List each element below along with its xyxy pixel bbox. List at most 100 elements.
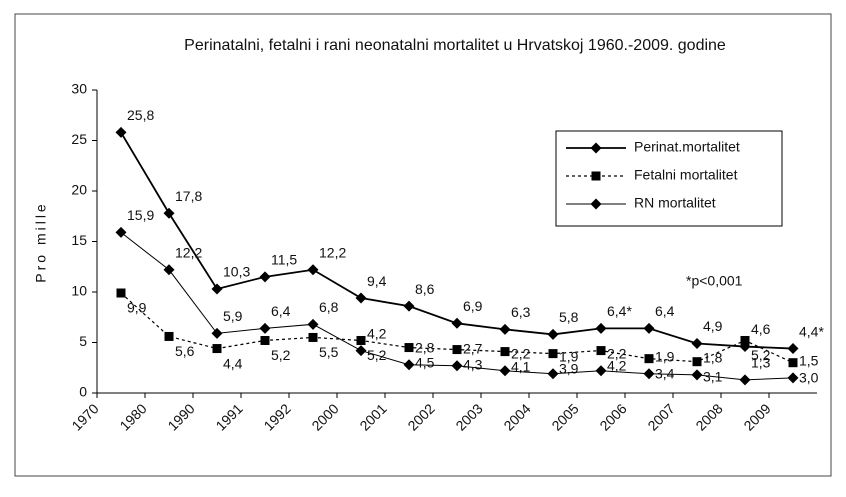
marker (740, 335, 750, 345)
x-tick-label: 2000 (308, 400, 341, 433)
data-label: 15,9 (127, 207, 154, 223)
data-label: 8,6 (415, 281, 435, 297)
data-label: 6,4* (607, 303, 632, 319)
data-label: 5,6 (175, 343, 195, 359)
y-tick-label: 0 (79, 384, 87, 400)
data-label: 3,0 (799, 369, 819, 385)
marker (643, 368, 655, 380)
x-tick-label: 1991 (212, 400, 245, 433)
data-label: 1,8 (703, 350, 723, 366)
marker (643, 322, 655, 334)
data-label: 6,4 (655, 303, 675, 319)
legend-label: RN mortalitet (634, 195, 716, 211)
marker (116, 288, 126, 298)
marker (355, 345, 367, 357)
data-label: 11,5 (271, 252, 297, 268)
x-tick-label: 2002 (404, 400, 437, 433)
y-tick-label: 20 (71, 182, 87, 198)
data-label: 9,4 (367, 273, 387, 289)
marker (787, 343, 799, 355)
marker (548, 349, 558, 359)
marker (164, 331, 174, 341)
data-label: 4,3 (463, 356, 483, 372)
data-label: 6,4 (271, 303, 291, 319)
data-label: 4,9 (703, 318, 723, 334)
x-tick-label: 2008 (692, 400, 725, 433)
marker (115, 126, 127, 138)
marker (404, 343, 414, 353)
x-tick-label: 1980 (116, 400, 149, 433)
marker (403, 359, 415, 371)
marker (260, 335, 270, 345)
y-tick-label: 30 (71, 81, 87, 97)
x-tick-label: 1992 (260, 400, 293, 433)
marker (308, 332, 318, 342)
marker (452, 345, 462, 355)
x-tick-label: 1970 (68, 400, 101, 433)
data-label: 4,2 (607, 357, 627, 373)
data-label: 10,3 (223, 264, 250, 280)
marker (211, 283, 223, 295)
data-label: 5,2 (271, 347, 291, 363)
data-label: 4,5 (415, 354, 435, 370)
data-label: 4,4 (223, 355, 243, 371)
data-label: 1,9 (559, 349, 579, 365)
marker (163, 264, 175, 276)
marker (307, 264, 319, 276)
data-label: 1,9 (655, 349, 675, 365)
data-label: 6,3 (511, 304, 531, 320)
marker (259, 322, 271, 334)
data-label: 4,2 (367, 325, 387, 341)
data-label: 3,4 (655, 365, 675, 381)
data-label: 5,8 (559, 309, 579, 325)
data-label: 2,7 (463, 340, 483, 356)
marker (259, 271, 271, 283)
marker (356, 335, 366, 345)
marker (691, 338, 703, 350)
marker (547, 328, 559, 340)
data-label: 12,2 (175, 244, 202, 260)
x-tick-label: 2009 (740, 400, 773, 433)
y-tick-label: 5 (79, 333, 87, 349)
chart-title: Perinatalni, fetalni i rani neonatalni m… (184, 37, 726, 54)
x-tick-label: 2007 (644, 400, 677, 433)
marker (451, 360, 463, 372)
marker (692, 357, 702, 367)
annotation: *p<0,001 (686, 273, 743, 289)
data-label: 5,9 (223, 308, 243, 324)
data-label: 2,8 (415, 339, 435, 355)
y-tick-label: 15 (71, 232, 87, 248)
series-line (120, 232, 794, 381)
data-label: 4,1 (511, 358, 531, 374)
y-axis-label: Pro mille (33, 201, 49, 282)
data-label: 6,9 (463, 298, 483, 314)
x-tick-label: 2001 (356, 400, 389, 433)
marker (355, 292, 367, 304)
marker (403, 300, 415, 312)
chart-frame (14, 13, 832, 477)
marker (691, 369, 703, 381)
data-label: 25,8 (127, 107, 154, 123)
marker (596, 346, 606, 356)
x-tick-label: 1990 (164, 400, 197, 433)
data-label: 17,8 (175, 188, 202, 204)
data-label: 2,2 (511, 345, 531, 361)
marker (163, 207, 175, 219)
data-label: 9,9 (127, 300, 147, 316)
data-label: 1,5 (799, 353, 819, 369)
data-label: 4,6 (751, 321, 771, 337)
x-tick-label: 2006 (596, 400, 629, 433)
data-label: 5,2 (751, 347, 771, 363)
data-label: 5,5 (319, 344, 339, 360)
data-label: 2,2 (607, 345, 627, 361)
marker (499, 365, 511, 377)
x-tick-label: 2005 (548, 400, 581, 433)
legend-label: Perinat.mortalitet (634, 139, 740, 155)
data-label: 6,8 (319, 299, 339, 315)
marker (595, 322, 607, 334)
marker (547, 368, 559, 380)
x-tick-label: 2003 (452, 400, 485, 433)
marker (211, 327, 223, 339)
marker (595, 365, 607, 377)
x-tick-label: 2004 (500, 400, 533, 433)
